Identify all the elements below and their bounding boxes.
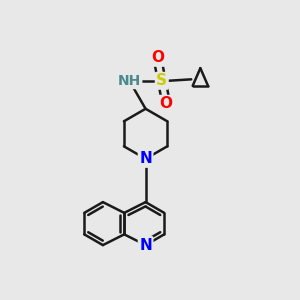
Text: O: O <box>160 96 173 111</box>
Text: N: N <box>139 151 152 166</box>
Text: NH: NH <box>118 74 141 88</box>
Text: S: S <box>156 73 167 88</box>
Text: O: O <box>151 50 164 65</box>
Text: N: N <box>139 238 152 253</box>
